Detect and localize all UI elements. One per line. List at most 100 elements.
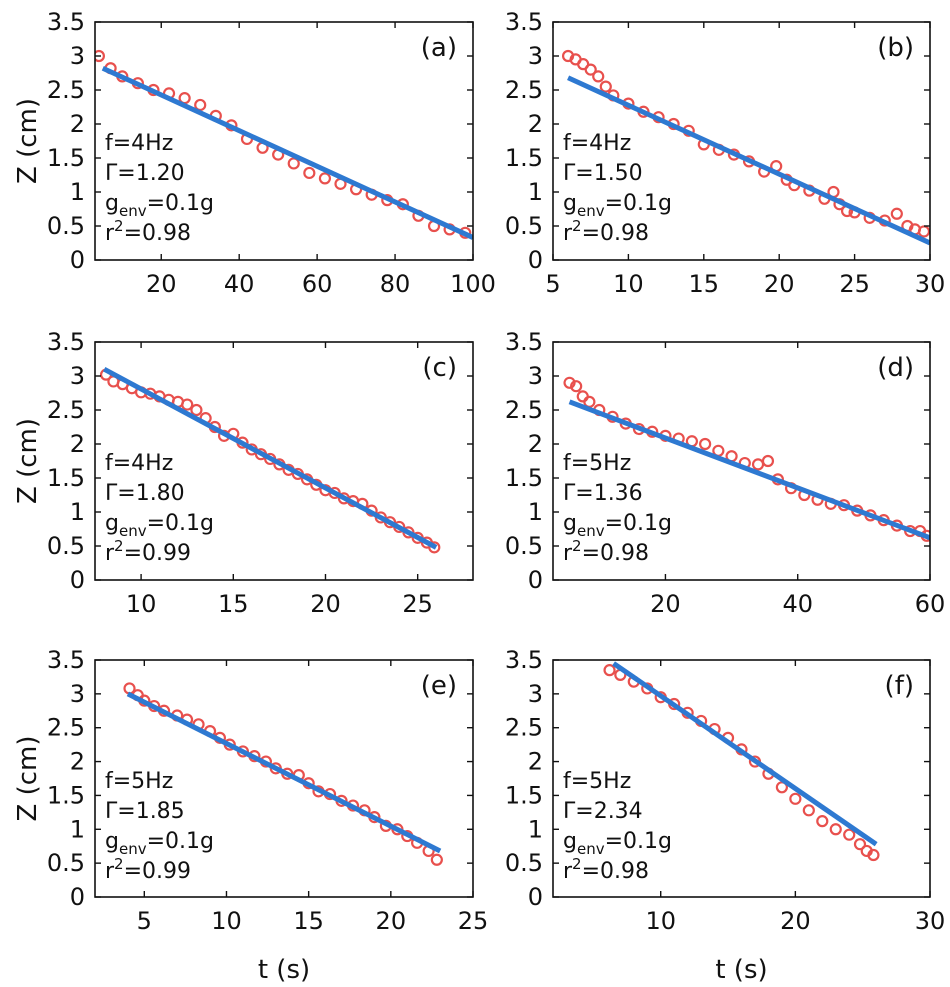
- axes-frame: [94, 21, 474, 261]
- y-tick-label: 1.5: [505, 144, 543, 172]
- annotation-gamma: Γ=1.85: [105, 799, 185, 824]
- y-tick-label: 2.5: [505, 714, 543, 742]
- annotation-genv: genv=0.1g: [105, 829, 214, 858]
- x-tick-label: 40: [782, 590, 813, 618]
- annotation-gamma: Γ=1.36: [563, 481, 643, 506]
- annotation-r2: r2=0.99: [105, 537, 191, 566]
- annotation-gamma: Γ=1.50: [563, 161, 643, 186]
- x-tick-label: 80: [380, 270, 411, 298]
- y-tick-label: 0.5: [505, 212, 543, 240]
- data-point: [867, 848, 880, 862]
- annotation-r2-sup: 2: [114, 537, 124, 555]
- x-tick-label: 10: [613, 270, 644, 298]
- y-tick-label: 3: [70, 42, 85, 70]
- annotation-genv-sub: env: [119, 202, 147, 220]
- annotation-gamma: Γ=1.80: [105, 481, 185, 506]
- data-point: [570, 380, 583, 393]
- plot-area: [561, 49, 930, 246]
- y-tick-label: 2.5: [47, 76, 85, 104]
- data-point: [843, 828, 856, 841]
- x-tick-label: 20: [376, 907, 407, 935]
- data-point: [917, 225, 930, 238]
- panel-label: (e): [421, 671, 457, 701]
- y-tick-label: 3.5: [47, 8, 85, 36]
- annotation-r2: r2=0.98: [563, 855, 649, 884]
- annotation-genv-rest: =0.1g: [147, 829, 214, 854]
- y-tick-label: 0: [528, 566, 543, 594]
- y-tick-label: 3.5: [505, 8, 543, 36]
- x-tick-label: 5: [137, 907, 152, 935]
- axes-frame: [552, 21, 931, 261]
- y-tick-label: 3.5: [505, 646, 543, 674]
- axes-frame: [552, 659, 931, 898]
- y-tick-label: 0.5: [47, 532, 85, 560]
- annotation-frequency: f=4Hz: [563, 131, 631, 156]
- annotation-genv: genv=0.1g: [105, 191, 214, 220]
- annotation-r2: r2=0.98: [563, 217, 649, 246]
- y-tick-label: 1: [528, 498, 543, 526]
- annotation-frequency: f=4Hz: [105, 131, 173, 156]
- data-point: [603, 664, 616, 677]
- panel-e: 0 0.5 1 1.5 2 2.5 3 3.5 5 10 15 20 25 (e) f=5Hz Γ=1.85 g…: [13, 646, 488, 985]
- annotation-r2: r2=0.98: [105, 217, 191, 246]
- y-tick-label: 0.5: [505, 532, 543, 560]
- annotation-frequency: f=5Hz: [563, 451, 631, 476]
- y-tick-label: 0: [70, 246, 85, 274]
- annotation-r2-main: r: [105, 221, 115, 246]
- annotation-r2-rest: =0.98: [582, 859, 649, 884]
- x-tick-label: 15: [689, 270, 720, 298]
- plot-area: [99, 366, 441, 554]
- y-axis-title: Z (cm): [13, 98, 43, 184]
- y-tick-label: 3.5: [47, 328, 85, 356]
- y-tick-label: 2: [70, 110, 85, 138]
- annotation-genv-main: g: [105, 511, 119, 536]
- data-point: [287, 157, 300, 170]
- annotation-genv-rest: =0.1g: [147, 511, 214, 536]
- y-axis-title: Z (cm): [13, 418, 43, 504]
- panel-label: (b): [877, 33, 914, 63]
- data-point: [181, 398, 194, 411]
- y-tick-label: 0: [528, 246, 543, 274]
- annotation-r2-rest: =0.98: [582, 221, 649, 246]
- annotation-genv-sub: env: [577, 840, 605, 858]
- x-tick-label: 25: [458, 907, 489, 935]
- annotation-r2-main: r: [563, 221, 573, 246]
- x-tick-label: 10: [126, 590, 157, 618]
- x-tick-label: 10: [645, 907, 676, 935]
- y-tick-label: 0: [70, 883, 85, 911]
- y-tick-label: 2: [528, 430, 543, 458]
- annotation-r2-sup: 2: [572, 217, 582, 235]
- y-axis-title: Z (cm): [13, 736, 43, 822]
- data-point: [802, 804, 815, 817]
- annotation-gamma: Γ=1.20: [105, 161, 185, 186]
- y-tick-label: 2.5: [47, 396, 85, 424]
- fit-line: [103, 366, 438, 550]
- x-tick-label: 5: [545, 270, 560, 298]
- panel-f: 0 0.5 1 1.5 2 2.5 3 3.5 10 20 30 (f) f=5Hz Γ=2.34 genv…: [505, 646, 945, 985]
- plot-area: [95, 49, 473, 240]
- data-point: [761, 454, 775, 468]
- annotation-r2: r2=0.98: [563, 537, 649, 566]
- x-tick-label: 25: [402, 590, 433, 618]
- annotation-gamma: Γ=2.34: [563, 799, 643, 824]
- data-point: [303, 166, 316, 180]
- y-tick-label: 1: [70, 498, 85, 526]
- fit-line: [567, 75, 930, 246]
- annotation-r2-sup: 2: [114, 217, 124, 235]
- x-tick-label: 30: [915, 270, 946, 298]
- data-point: [751, 458, 765, 471]
- annotation-genv: genv=0.1g: [563, 829, 672, 858]
- plot-area: [123, 682, 443, 866]
- y-tick-label: 1.5: [47, 781, 85, 809]
- annotation-genv-rest: =0.1g: [605, 191, 672, 216]
- annotation-r2-main: r: [563, 541, 573, 566]
- x-tick-label: 20: [146, 270, 177, 298]
- y-tick-label: 3.5: [505, 328, 543, 356]
- data-point: [194, 98, 207, 112]
- y-tick-label: 3: [528, 362, 543, 390]
- annotation-r2-sup: 2: [572, 855, 582, 873]
- data-point: [829, 823, 842, 836]
- annotation-genv: genv=0.1g: [105, 511, 214, 540]
- data-point: [430, 853, 443, 866]
